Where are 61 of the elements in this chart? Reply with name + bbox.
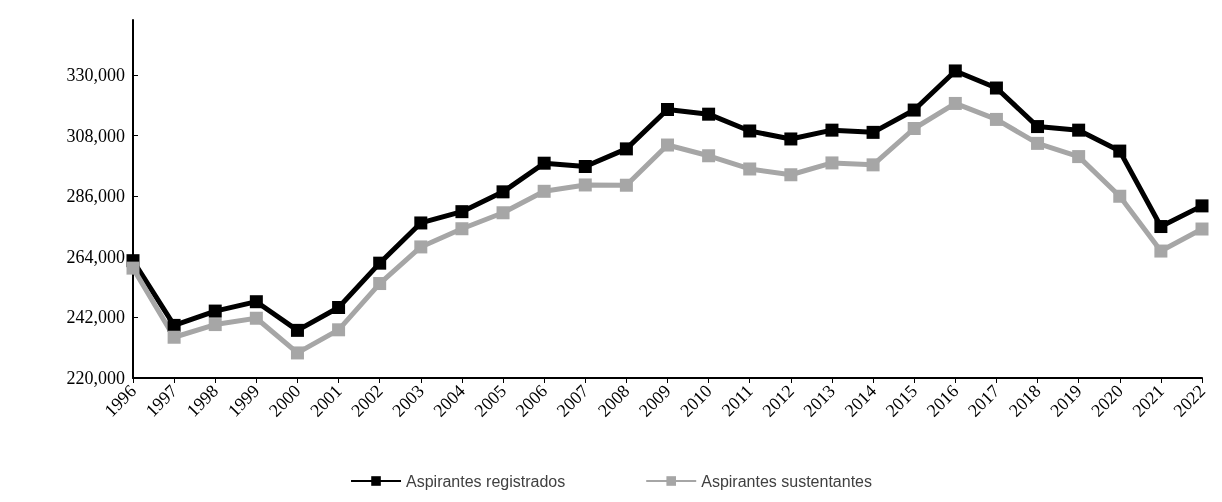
- point: [989, 81, 1003, 95]
- point: [249, 311, 263, 325]
- point: [496, 185, 510, 199]
- y-tick-label: 308,000: [66, 125, 125, 146]
- point: [208, 318, 222, 332]
- point: [743, 162, 757, 176]
- point: [496, 206, 510, 220]
- point: [825, 123, 839, 137]
- point: [1072, 123, 1086, 137]
- point: [167, 318, 181, 332]
- y-tick-label: 264,000: [66, 246, 125, 267]
- point: [825, 156, 839, 170]
- point: [989, 112, 1003, 126]
- point: [743, 124, 757, 138]
- point: [373, 256, 387, 270]
- point: [907, 122, 921, 135]
- point: [1031, 120, 1045, 134]
- point: [332, 301, 346, 314]
- point: [1031, 136, 1045, 150]
- point: [948, 96, 962, 110]
- point: [332, 323, 346, 337]
- point: [1072, 150, 1086, 164]
- point: [907, 103, 921, 117]
- point: [578, 178, 592, 192]
- point: [537, 156, 551, 170]
- point: [290, 346, 304, 360]
- point: [1195, 199, 1209, 213]
- point: [702, 107, 716, 121]
- point: [619, 142, 633, 156]
- point: [784, 132, 798, 146]
- point: [249, 295, 263, 309]
- point: [702, 149, 716, 163]
- point: [208, 304, 222, 318]
- point: [948, 64, 962, 78]
- point: [866, 125, 880, 139]
- point: [414, 240, 428, 254]
- point: [1195, 222, 1209, 236]
- point: [1154, 244, 1168, 258]
- point: [866, 158, 880, 172]
- y-tick-label: 220,000: [66, 368, 125, 388]
- y-tick-label: 242,000: [66, 307, 125, 328]
- point: [619, 178, 633, 192]
- point: [414, 216, 428, 230]
- point: [455, 222, 469, 236]
- point: [455, 205, 469, 219]
- point: [1113, 144, 1127, 158]
- point: [1154, 220, 1168, 234]
- point: [784, 168, 798, 182]
- y-tick-label: 330,000: [66, 65, 125, 86]
- point: [537, 184, 551, 198]
- point: [373, 277, 387, 291]
- legend-label: Aspirantes registrados: [406, 472, 566, 490]
- y-tick-label: 286,000: [66, 186, 125, 207]
- legend-label: Aspirantes sustentantes: [701, 472, 872, 490]
- point: [290, 323, 304, 337]
- point: [578, 160, 592, 173]
- point: [1113, 189, 1127, 203]
- point: [661, 103, 674, 116]
- point: [126, 261, 140, 275]
- point: [661, 138, 674, 152]
- point: [167, 330, 181, 344]
